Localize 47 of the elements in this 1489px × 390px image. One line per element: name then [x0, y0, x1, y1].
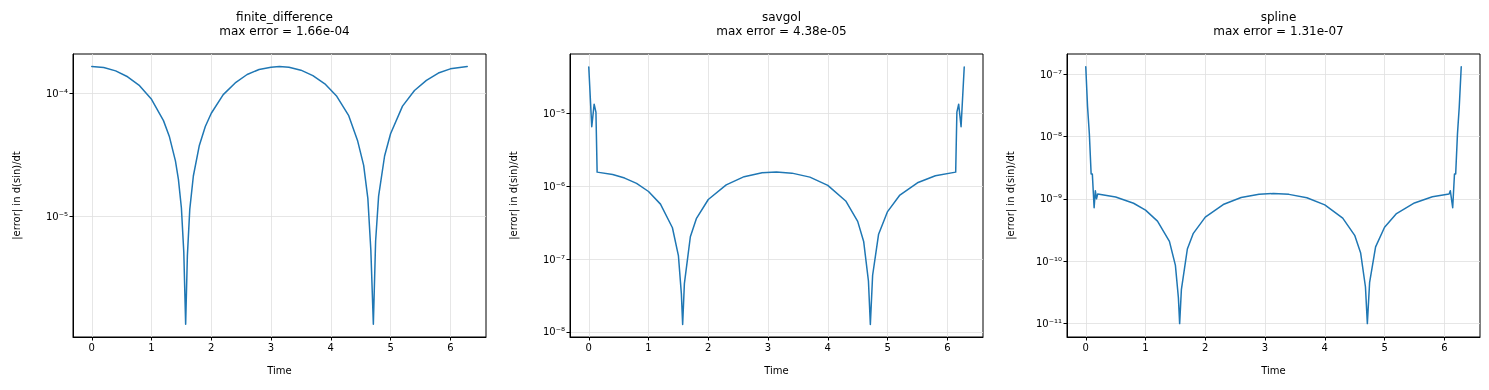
x-tick-label: 5	[387, 341, 394, 353]
y-tick-label: 10⁻⁶	[542, 180, 565, 192]
x-tick-label: 4	[1321, 341, 1328, 353]
x-axis-title: Time	[1260, 364, 1286, 376]
x-tick-label: 3	[267, 341, 275, 353]
x-tick-label: 4	[327, 341, 334, 353]
x-tick-label: 4	[824, 341, 831, 353]
chart-subtitle: max error = 1.31e-07	[1213, 24, 1344, 38]
x-tick-label: 0	[1082, 341, 1089, 353]
x-tick-label: 6	[1441, 341, 1448, 353]
x-axis-title: Time	[266, 364, 292, 376]
chart-title: finite_difference	[236, 10, 333, 24]
y-axis-title: |error| in d(sin)/dt	[507, 151, 520, 240]
x-tick-label: 6	[447, 341, 454, 353]
line-series	[1085, 66, 1462, 325]
y-tick-label: 10⁻⁴	[45, 88, 68, 100]
y-tick-label: 10⁻⁵	[542, 108, 565, 120]
y-axis-title: |error| in d(sin)/dt	[10, 151, 23, 240]
y-tick-label: 10⁻⁹	[1039, 193, 1062, 205]
x-tick-label: 2	[1202, 341, 1209, 353]
line-series	[91, 65, 468, 326]
x-tick-label: 5	[884, 341, 891, 353]
x-axis-title: Time	[763, 364, 789, 376]
y-tick-label: 10⁻⁸	[1039, 130, 1062, 142]
x-tick-label: 5	[1381, 341, 1388, 353]
y-tick-label: 10⁻¹⁰	[1035, 255, 1062, 267]
y-tick-label: 10⁻⁸	[542, 326, 565, 338]
y-tick-label: 10⁻¹¹	[1035, 318, 1062, 330]
x-tick-label: 1	[645, 341, 652, 353]
x-tick-label: 2	[705, 341, 712, 353]
x-tick-label: 3	[764, 341, 772, 353]
chart-subtitle: max error = 1.66e-04	[219, 24, 350, 38]
chart-subtitle: max error = 4.38e-05	[716, 24, 847, 38]
x-tick-label: 2	[208, 341, 215, 353]
chart-title: spline	[1260, 10, 1297, 24]
x-tick-label: 1	[148, 341, 155, 353]
x-tick-label: 1	[1142, 341, 1149, 353]
line-series	[588, 66, 965, 326]
x-tick-label: 0	[88, 341, 95, 353]
x-tick-label: 0	[585, 341, 592, 353]
y-axis-title: |error| in d(sin)/dt	[1004, 151, 1017, 240]
y-tick-label: 10⁻⁵	[45, 210, 68, 222]
y-tick-label: 10⁻⁷	[542, 253, 565, 265]
y-tick-label: 10⁻⁷	[1039, 68, 1062, 80]
x-tick-label: 6	[944, 341, 951, 353]
chart-title: savgol	[762, 10, 801, 24]
x-tick-label: 3	[1261, 341, 1269, 353]
